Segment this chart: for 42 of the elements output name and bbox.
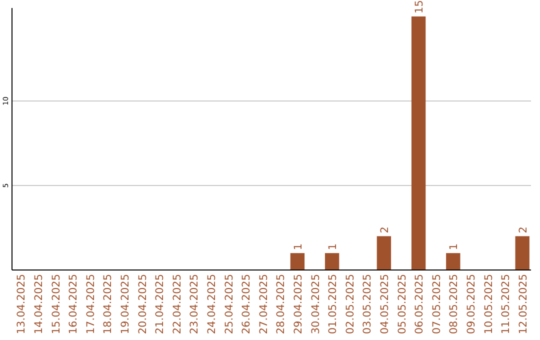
x-tick-label: 14.04.2025 [32,274,45,334]
x-tick-label: 04.05.2025 [378,274,391,334]
bar [515,236,530,270]
bar [376,236,392,270]
x-tick-label: 05.05.2025 [396,274,408,334]
x-tick-label: 30.04.2025 [310,274,322,334]
data-label: 15 [414,0,426,14]
x-tick-label: 23.04.2025 [188,274,201,334]
x-tick-label: 19.04.2025 [119,274,132,334]
x-tick-label: 06.05.2025 [414,274,426,334]
x-tick-label: 22.04.2025 [171,274,184,334]
data-label: 2 [378,226,391,234]
x-tick-label: 16.04.2025 [68,274,80,334]
bar [446,253,460,270]
x-tick-label: 13.04.2025 [16,274,28,334]
x-tick-label: 17.04.2025 [84,274,97,334]
x-tick-label: 29.04.2025 [292,274,304,334]
data-label: 1 [448,243,460,250]
x-tick-label: 27.04.2025 [258,274,270,334]
x-tick-label: 01.05.2025 [327,274,340,334]
x-tick-label: 24.04.2025 [206,274,218,334]
bar [324,253,340,270]
x-tick-label: 25.04.2025 [223,274,236,334]
x-tick-label: 03.05.2025 [362,274,374,334]
x-tick-label: 21.04.2025 [154,274,166,334]
bar [290,253,305,270]
x-tick-label: 12.05.2025 [517,274,530,334]
data-label: 2 [517,226,530,234]
x-tick-label: 10.05.2025 [482,274,495,334]
x-tick-label: 18.04.2025 [102,274,114,334]
data-label: 1 [327,243,340,250]
x-tick-label: 02.05.2025 [344,274,356,334]
x-tick-label: 08.05.2025 [448,274,460,334]
x-tick-label: 28.04.2025 [275,274,288,334]
x-tick-label: 11.05.2025 [500,274,512,334]
x-tick-label: 09.05.2025 [465,274,478,334]
data-label: 1 [292,243,304,250]
x-tick-label: 26.04.2025 [240,274,253,334]
x-tick-label: 20.04.2025 [136,274,149,334]
x-tick-label: 07.05.2025 [430,274,443,334]
bar [411,16,426,270]
x-tick-label: 15.04.2025 [50,274,62,334]
